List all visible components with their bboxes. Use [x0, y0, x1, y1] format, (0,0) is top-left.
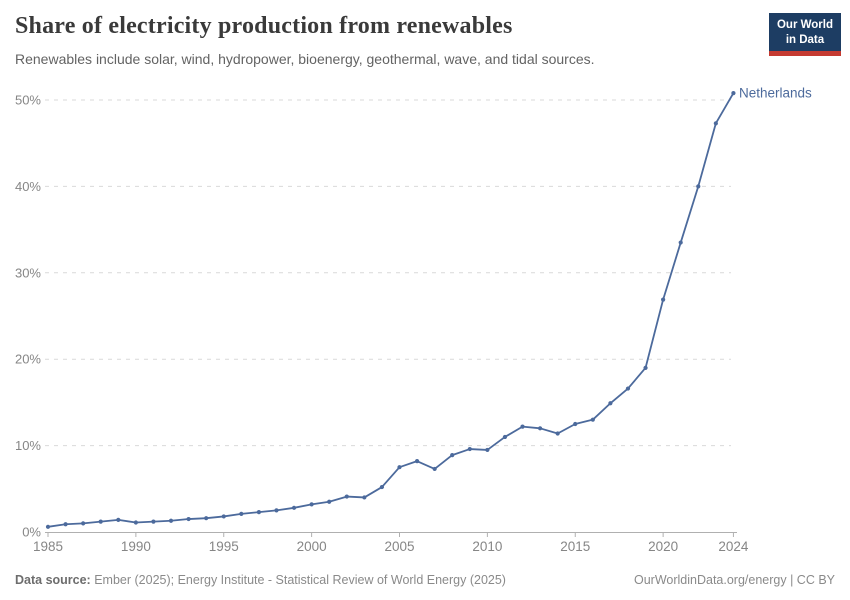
data-point[interactable]: [204, 516, 209, 521]
data-point[interactable]: [573, 421, 578, 427]
data-source-label: Data source:: [15, 573, 91, 587]
x-tick-label: 2024: [718, 539, 749, 554]
data-point[interactable]: [63, 522, 68, 527]
data-point[interactable]: [168, 518, 174, 523]
data-point[interactable]: [98, 519, 103, 524]
owid-logo-line2: in Data: [785, 33, 825, 46]
data-point[interactable]: [116, 517, 121, 523]
page-title: Share of electricity production from ren…: [15, 13, 513, 39]
data-source-text: Ember (2025); Energy Institute - Statist…: [94, 573, 506, 587]
data-point[interactable]: [643, 365, 648, 370]
x-tick-label: 2015: [560, 539, 590, 554]
data-source: Data source: Ember (2025); Energy Instit…: [15, 573, 506, 587]
y-tick-label: 30%: [15, 265, 41, 280]
data-point[interactable]: [555, 431, 560, 436]
data-point[interactable]: [432, 466, 437, 472]
data-point[interactable]: [344, 494, 349, 499]
data-point[interactable]: [186, 516, 191, 522]
data-point[interactable]: [678, 240, 683, 245]
y-tick-label: 20%: [15, 352, 41, 367]
chart-subtitle: Renewables include solar, wind, hydropow…: [15, 51, 595, 67]
data-point[interactable]: [696, 184, 701, 189]
data-point[interactable]: [309, 502, 314, 507]
y-tick-label: 0%: [22, 525, 41, 540]
data-point[interactable]: [608, 401, 613, 406]
data-point[interactable]: [450, 453, 455, 458]
data-point[interactable]: [151, 519, 156, 524]
data-point[interactable]: [133, 520, 138, 525]
data-point[interactable]: [485, 447, 490, 453]
y-tick-label: 50%: [15, 93, 41, 108]
credit-link[interactable]: OurWorldinData.org/energy | CC BY: [633, 573, 835, 587]
owid-logo[interactable]: Our World in Data: [768, 13, 841, 56]
data-point[interactable]: [467, 446, 472, 452]
x-tick-label: 1995: [209, 539, 239, 554]
data-point[interactable]: [81, 521, 86, 526]
x-tick-label: 2010: [472, 539, 502, 554]
data-point[interactable]: [327, 499, 332, 504]
owid-logo-line1: Our World: [776, 19, 833, 31]
data-point[interactable]: [520, 424, 525, 429]
y-tick-label: 10%: [15, 438, 41, 453]
x-tick-label: 1985: [33, 539, 63, 554]
data-point[interactable]: [274, 508, 279, 513]
data-point[interactable]: [291, 505, 297, 510]
data-point[interactable]: [362, 495, 367, 500]
x-tick-label: 1990: [121, 539, 151, 554]
y-tick-label: 40%: [15, 179, 41, 194]
data-point[interactable]: [538, 426, 543, 431]
data-point[interactable]: [625, 386, 631, 391]
data-point[interactable]: [379, 484, 385, 490]
data-point[interactable]: [239, 511, 244, 516]
data-point[interactable]: [590, 417, 595, 422]
trend-line[interactable]: [47, 92, 735, 528]
data-point[interactable]: [731, 90, 736, 96]
x-tick-label: 2000: [297, 539, 327, 554]
data-point[interactable]: [713, 121, 718, 126]
x-tick-label: 2005: [384, 539, 414, 554]
data-point[interactable]: [414, 459, 420, 464]
data-point[interactable]: [661, 297, 666, 302]
data-point[interactable]: [397, 465, 402, 470]
x-tick-label: 2020: [648, 539, 678, 554]
data-point[interactable]: [221, 514, 226, 519]
data-point[interactable]: [45, 524, 51, 529]
entity-label[interactable]: Netherlands: [739, 86, 812, 101]
data-point[interactable]: [256, 510, 261, 515]
data-point[interactable]: [502, 434, 508, 440]
